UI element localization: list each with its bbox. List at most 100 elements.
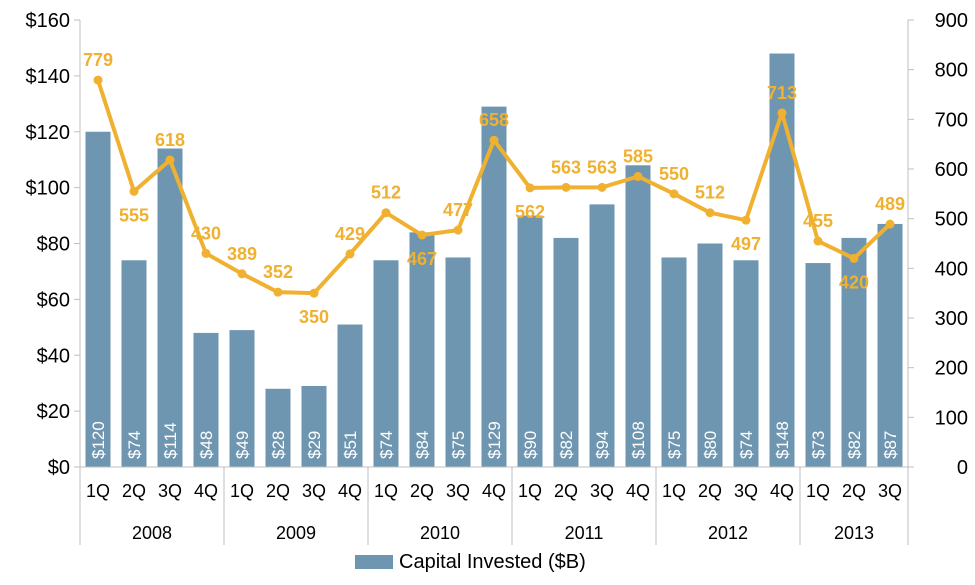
line-point (705, 208, 715, 218)
bar (193, 332, 219, 467)
category-label: 4Q (482, 481, 506, 501)
bar-value-label: $73 (809, 431, 828, 459)
bar-value-label: $75 (449, 431, 468, 459)
line-value-label: 563 (551, 157, 581, 177)
category-label: 2Q (122, 481, 146, 501)
year-label: 2010 (420, 523, 460, 543)
left-tick-label: $40 (37, 345, 70, 367)
category-label: 3Q (158, 481, 182, 501)
bar (661, 257, 687, 467)
line-point (885, 219, 895, 229)
bar-value-label: $87 (881, 431, 900, 459)
bar (481, 106, 507, 467)
line-point (453, 225, 463, 235)
line-value-label: 467 (407, 249, 437, 269)
line-value-label: 389 (227, 244, 257, 264)
right-tick-label: 800 (935, 60, 968, 82)
right-tick-label: 500 (935, 209, 968, 231)
bar (373, 260, 399, 467)
line-labels: 779 555 618 430 389 352 350 429 512 467 477 658 562 5… (83, 50, 905, 327)
bar-value-label: $29 (305, 431, 324, 459)
category-label: 2Q (554, 481, 578, 501)
bar (805, 263, 831, 467)
category-label: 3Q (878, 481, 902, 501)
line-value-label: 455 (803, 211, 833, 231)
bar (229, 330, 255, 467)
line-value-label: 429 (335, 224, 365, 244)
bar (121, 260, 147, 467)
category-label: 1Q (806, 481, 830, 501)
category-label: 3Q (590, 481, 614, 501)
bar (517, 215, 543, 467)
year-label: 2012 (708, 523, 748, 543)
bar (409, 232, 435, 467)
line-point (417, 230, 427, 240)
bar (445, 257, 471, 467)
line-point (741, 215, 751, 225)
bar-value-label: $82 (845, 431, 864, 459)
left-tick-label: $20 (37, 401, 70, 423)
line-series (93, 75, 895, 298)
right-tick-label: 700 (935, 109, 968, 131)
bar-value-label: $120 (89, 421, 108, 459)
line-value-label: 512 (371, 183, 401, 203)
category-label: 2Q (266, 481, 290, 501)
bar (697, 243, 723, 467)
bar (157, 148, 183, 467)
category-label: 4Q (770, 481, 794, 501)
year-label: 2009 (276, 523, 316, 543)
line-value-label: 512 (695, 183, 725, 203)
line-point (597, 182, 607, 192)
bar-value-label: $108 (629, 421, 648, 459)
line-point (633, 171, 643, 181)
category-label: 1Q (230, 481, 254, 501)
bar-value-label: $75 (665, 431, 684, 459)
legend-label: Capital Invested ($B) (399, 551, 586, 573)
bar (625, 165, 651, 467)
right-tick-label: 200 (935, 358, 968, 380)
bar-value-label: $74 (377, 431, 396, 459)
line-point (237, 269, 247, 279)
category-label: 1Q (662, 481, 686, 501)
bar (841, 237, 867, 467)
bar (589, 204, 615, 467)
bar (553, 237, 579, 467)
legend-swatch (355, 555, 393, 569)
category-label: 4Q (626, 481, 650, 501)
line-point (777, 108, 787, 118)
left-tick-label: $60 (37, 289, 70, 311)
category-label: 4Q (338, 481, 362, 501)
line-point (165, 155, 175, 165)
year-label: 2013 (834, 523, 874, 543)
category-label: 3Q (734, 481, 758, 501)
left-tick-label: $160 (26, 10, 71, 32)
legend: Capital Invested ($B) (355, 551, 586, 573)
line-value-label: 497 (731, 234, 761, 254)
category-label: 2Q (698, 481, 722, 501)
category-label: 4Q (194, 481, 218, 501)
line-point (201, 248, 211, 258)
category-label: 2Q (842, 481, 866, 501)
line-value-label: 350 (299, 307, 329, 327)
line-point (381, 208, 391, 218)
line-point (849, 253, 859, 263)
category-label: 3Q (302, 481, 326, 501)
category-label: 1Q (518, 481, 542, 501)
bar-value-label: $84 (413, 431, 432, 459)
bar (769, 53, 795, 468)
line-value-label: 420 (839, 272, 869, 292)
line-value-label: 555 (119, 205, 149, 225)
bar-labels: $120 $74 $114 $48 $49 $28 $29 $51 $74 $84 $75 $129 $… (89, 421, 900, 459)
right-tick-label: 0 (957, 457, 968, 479)
left-tick-label: $100 (26, 178, 71, 200)
line-value-label: 618 (155, 130, 185, 150)
line-point (309, 288, 319, 298)
line-value-label: 477 (443, 200, 473, 220)
line-value-label: 489 (875, 194, 905, 214)
bar-value-label: $129 (485, 421, 504, 459)
bar-value-label: $28 (269, 431, 288, 459)
year-label: 2008 (132, 523, 172, 543)
bar (301, 385, 327, 467)
right-tick-label: 100 (935, 407, 968, 429)
